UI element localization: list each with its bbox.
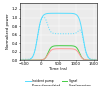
Incident pump (60, 13, 61, 14)
Signal (77, 48, 78, 49)
Incident pump (70, 13, 71, 14)
Signal (83, 58, 84, 60)
Incident pump (77, 15, 78, 16)
Pump depopulated (49, 29, 50, 30)
Incident pump (83, 38, 84, 39)
Pump depopulated (66, 33, 67, 34)
Signal (49, 49, 50, 50)
Pump depopulated (83, 40, 84, 41)
Signal (66, 45, 67, 46)
Line: Incident pump: Incident pump (20, 13, 97, 60)
Supplementary (77, 51, 78, 52)
Pump depopulated (70, 33, 71, 34)
Supplementary (83, 58, 84, 60)
Supplementary (63, 48, 64, 49)
Line: Signal: Signal (20, 46, 97, 60)
Incident pump (66, 13, 67, 14)
Incident pump (96, 60, 98, 61)
Signal (33, 60, 35, 61)
Pump depopulated (33, 53, 35, 54)
Line: Supplementary: Supplementary (20, 49, 97, 60)
Supplementary (49, 52, 50, 53)
Signal (63, 45, 64, 46)
Signal (96, 60, 98, 61)
Pump depopulated (19, 59, 21, 60)
Supplementary (19, 60, 21, 61)
Supplementary (33, 60, 35, 61)
Y-axis label: Normalized power: Normalized power (6, 14, 10, 49)
Line: Pump depopulated: Pump depopulated (20, 17, 97, 59)
Incident pump (49, 13, 50, 14)
Pump depopulated (77, 31, 78, 32)
Signal (70, 45, 71, 46)
Supplementary (66, 48, 67, 49)
Supplementary (70, 48, 71, 49)
Legend: Incident pump, Pump depopulated, Signal, Supplementary: Incident pump, Pump depopulated, Signal,… (25, 79, 92, 86)
Incident pump (19, 60, 21, 61)
X-axis label: Time (ns): Time (ns) (49, 67, 68, 71)
Supplementary (96, 60, 98, 61)
Incident pump (33, 53, 35, 54)
Pump depopulated (43, 16, 44, 17)
Signal (19, 60, 21, 61)
Pump depopulated (96, 59, 98, 60)
